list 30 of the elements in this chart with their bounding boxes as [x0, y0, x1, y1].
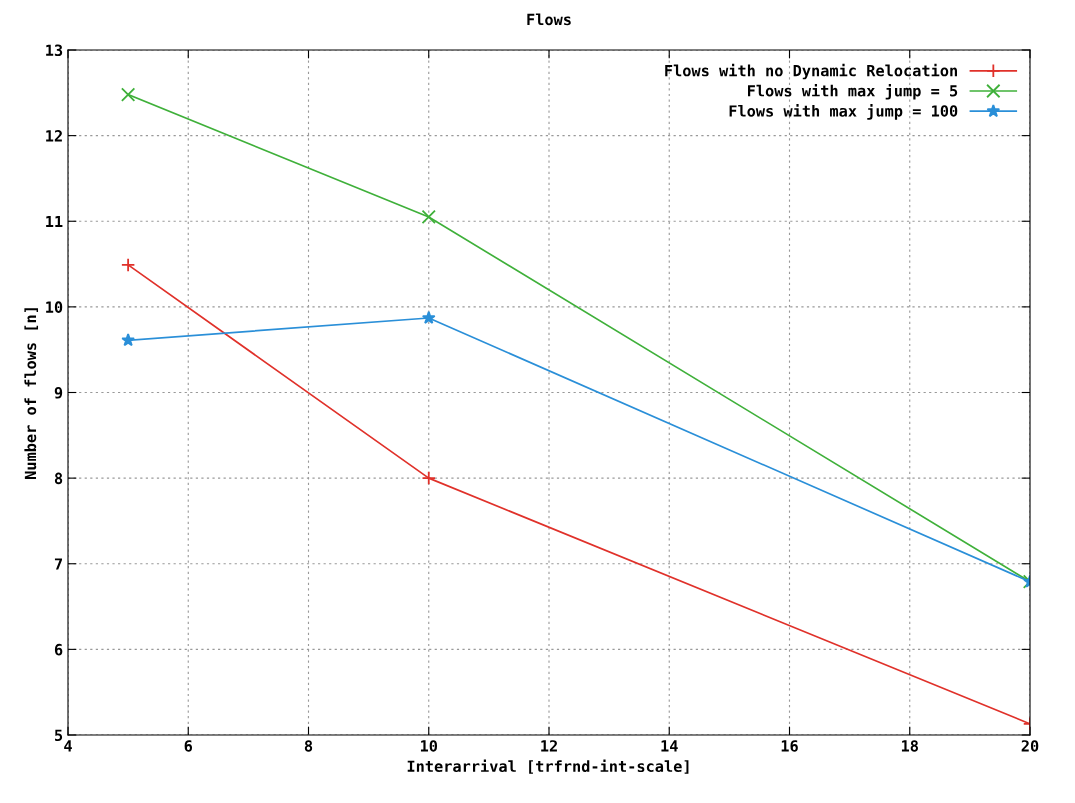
- x-tick-label: 8: [304, 740, 313, 752]
- y-tick-label: 9: [54, 387, 63, 399]
- y-tick-label: 8: [54, 472, 63, 485]
- x-tick-label: 16: [781, 740, 798, 752]
- x-tick-label: 6: [184, 740, 193, 752]
- point: [421, 310, 436, 324]
- y-tick-label: 5: [55, 729, 63, 742]
- point: [121, 333, 135, 347]
- y-tick-label: 7: [54, 558, 62, 570]
- point: [120, 87, 136, 102]
- point: [421, 209, 436, 225]
- y-tick-label: 6: [54, 643, 63, 656]
- legend-label: Flows with max jump = 100: [729, 104, 958, 120]
- y-tick-label: 10: [46, 301, 63, 313]
- x-tick-label: 20: [1021, 740, 1039, 752]
- x-axis-title: Interarrival [trfrnd-int-scale]: [407, 759, 689, 774]
- x-tick-label: 14: [661, 740, 678, 752]
- legend-label: Flows with max jump = 5: [748, 83, 958, 100]
- chart-title: Flows: [527, 13, 571, 26]
- y-tick-label: 11: [46, 215, 63, 228]
- y-tick-label: 12: [46, 130, 62, 142]
- x-tick-label: 18: [901, 740, 918, 752]
- legend-label: Flows with no Dynamic Relocation: [665, 63, 957, 80]
- x-tick-label: 4: [64, 740, 72, 752]
- x-tick-label: 10: [420, 740, 438, 752]
- point: [421, 470, 436, 486]
- point: [120, 257, 136, 273]
- x-tick-label: 12: [541, 740, 557, 752]
- y-axis-title: Number of flows [n]: [24, 308, 39, 479]
- y-tick-label: 13: [46, 44, 63, 57]
